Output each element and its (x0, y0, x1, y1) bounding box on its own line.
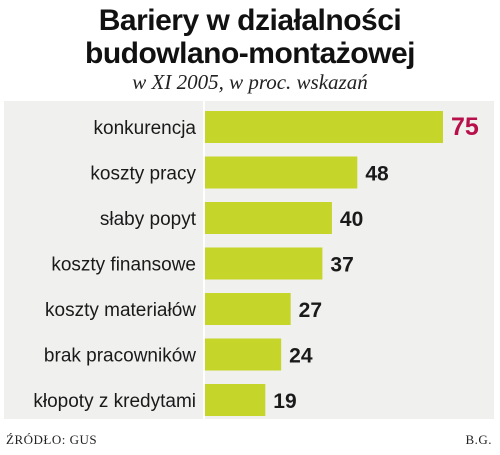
bar (205, 156, 358, 189)
bar (205, 293, 291, 325)
category-label: koszty finansowe (51, 255, 196, 276)
bar (205, 202, 332, 234)
chart-title-line2: budowlano-montażowej (85, 37, 415, 70)
bar (205, 247, 323, 280)
chart-subtitle: w XI 2005, w proc. wskazań (132, 70, 368, 94)
value-label: 48 (365, 163, 389, 186)
value-label: 75 (451, 113, 479, 141)
value-label: 40 (340, 208, 363, 231)
category-label: kłopoty z kredytami (33, 391, 196, 412)
value-label: 37 (330, 254, 353, 277)
value-label: 19 (273, 390, 296, 413)
chart-title-line1: Bariery w działalności (98, 4, 402, 37)
bar (205, 111, 443, 143)
value-label: 24 (289, 345, 313, 368)
category-label: słaby popyt (100, 209, 197, 230)
value-label: 27 (299, 299, 322, 322)
source-note: ŹRÓDŁO: GUS (6, 432, 98, 447)
category-label: koszty pracy (90, 164, 196, 185)
category-label: brak pracowników (44, 346, 196, 367)
category-label: koszty materiałów (45, 300, 196, 321)
bar (205, 338, 282, 371)
plot-divider (203, 101, 205, 419)
category-label: konkurencja (94, 118, 197, 139)
author-credit: B.G. (465, 432, 492, 447)
bar (205, 384, 266, 416)
